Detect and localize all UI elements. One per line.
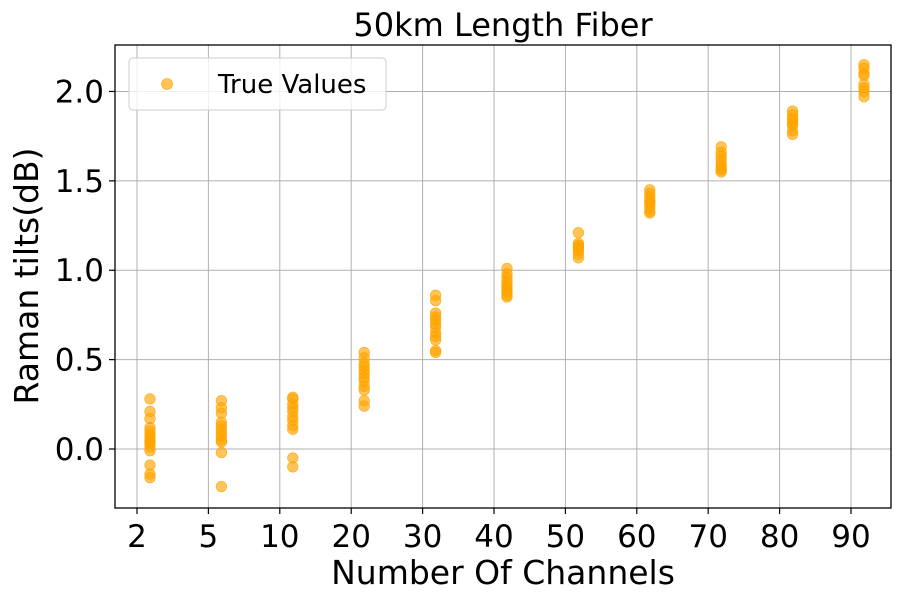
data-point xyxy=(430,334,442,346)
data-point xyxy=(215,446,227,459)
plot-frame xyxy=(114,44,892,509)
x-tick-label: 90 xyxy=(831,519,870,555)
data-point xyxy=(644,207,656,219)
legend: True Values xyxy=(128,57,387,111)
x-tick-label: 80 xyxy=(760,519,799,555)
data-point xyxy=(786,128,799,140)
x-tick-label: 2 xyxy=(127,519,147,555)
data-point xyxy=(287,423,299,435)
y-tick-label: 1.0 xyxy=(55,253,104,289)
legend-box xyxy=(128,57,387,111)
x-tick-label: 60 xyxy=(617,519,656,555)
y-tick-label: 1.5 xyxy=(55,164,104,200)
data-point xyxy=(430,295,442,307)
y-axis-title: Raman tilts(dB) xyxy=(7,148,46,405)
legend-marker xyxy=(161,78,173,90)
data-point xyxy=(215,436,227,448)
data-point xyxy=(501,291,513,303)
data-points xyxy=(144,59,870,493)
data-point xyxy=(144,393,156,405)
x-tick-label: 20 xyxy=(331,519,370,555)
y-tick-label: 2.0 xyxy=(55,74,104,110)
x-tick-label: 50 xyxy=(546,519,585,555)
data-point xyxy=(858,91,870,103)
x-tick-label: 5 xyxy=(199,519,219,555)
legend-label: True Values xyxy=(217,70,366,100)
x-axis-title: Number Of Channels xyxy=(331,553,675,592)
data-point xyxy=(215,480,227,493)
x-tick-label: 40 xyxy=(474,519,513,555)
data-point xyxy=(715,166,727,178)
y-tick-label: 0.5 xyxy=(55,343,104,379)
data-point xyxy=(144,472,156,484)
data-point xyxy=(358,384,370,396)
x-tick-label: 30 xyxy=(403,519,442,555)
data-point xyxy=(144,445,156,457)
y-tick-label: 0.0 xyxy=(55,432,104,468)
x-axis-ticks: 2 5 10 20 30 40 50 60 70 80 90 xyxy=(127,508,871,555)
data-point xyxy=(287,461,299,473)
x-tick-label: 10 xyxy=(260,519,299,555)
chart-title: 50km Length Fiber xyxy=(353,6,653,44)
data-point xyxy=(572,252,585,264)
data-point xyxy=(430,346,442,359)
data-point xyxy=(358,400,370,412)
y-axis-ticks: 0.0 0.5 1.0 1.5 2.0 xyxy=(55,74,115,468)
data-point xyxy=(572,227,585,239)
x-tick-label: 70 xyxy=(688,519,727,555)
